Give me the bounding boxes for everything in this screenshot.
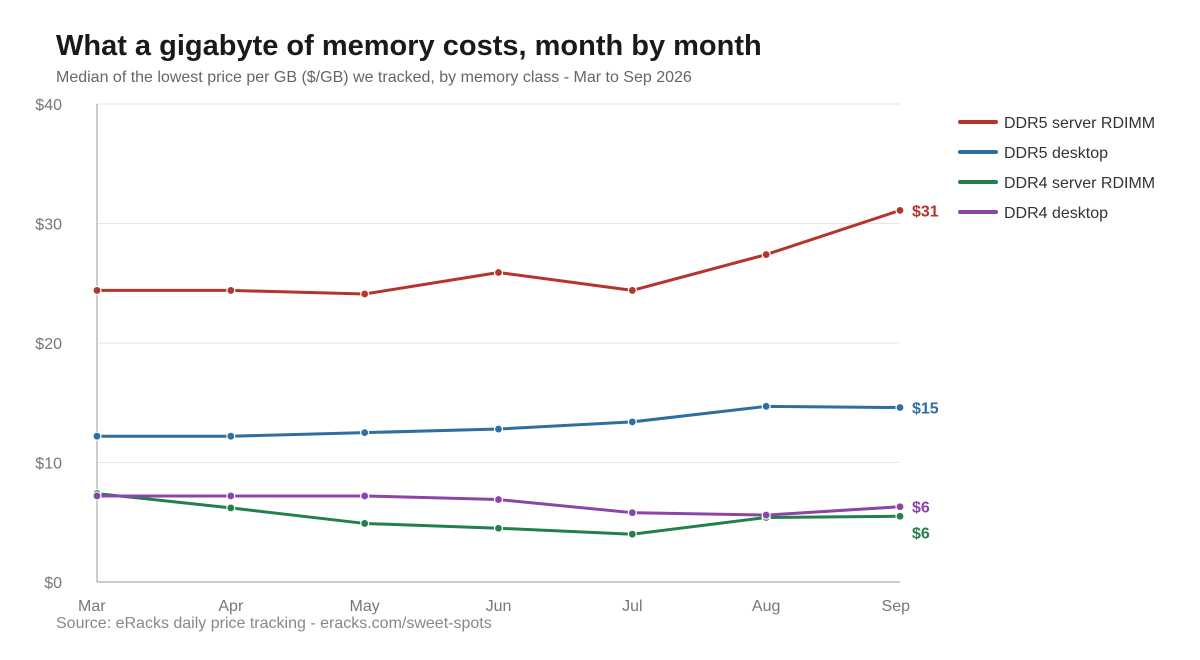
end-value-label: $6 [912,526,930,543]
x-tick-label: Jul [622,598,642,615]
legend: DDR5 server RDIMM DDR5 desktop DDR4 server… [958,115,1155,222]
data-point [627,285,637,296]
data-point [895,402,905,413]
data-point [226,503,236,513]
data-point [360,289,370,299]
data-point [761,249,771,260]
end-value-label: $15 [912,401,939,418]
legend-label: DDR4 server RDIMM [1004,175,1155,192]
series-group [92,205,905,539]
x-tick-label: Sep [882,598,911,615]
data-point [761,401,771,411]
data-point [627,529,637,539]
data-point [493,267,504,278]
x-tick-label: May [350,598,380,615]
end-value-label: $6 [912,500,930,517]
x-tick-label: Aug [752,598,780,615]
data-point [627,417,637,427]
y-tick-label: $0 [44,575,62,592]
data-point [895,205,905,215]
legend-label: DDR5 server RDIMM [1004,115,1155,132]
gridlines [97,103,900,463]
data-point [493,494,504,505]
end-labels: $31 $15 $6 $6 [912,203,939,542]
legend-label: DDR5 desktop [1004,145,1108,162]
data-point [226,491,236,501]
data-point [360,518,370,529]
data-point [92,285,102,296]
x-axis: Mar Apr May Jun Jul Aug Sep [78,581,911,615]
data-point [895,511,905,521]
end-value-label: $31 [912,203,939,220]
y-tick-label: $40 [35,97,62,114]
data-point [627,508,637,518]
data-point [895,502,905,512]
x-tick-label: Mar [78,598,106,615]
data-point [493,523,504,533]
series-line [95,208,902,296]
data-point [226,285,236,296]
data-point [493,424,504,434]
x-tick-label: Jun [486,598,512,615]
y-tick-label: $10 [35,456,62,473]
legend-label: DDR4 desktop [1004,205,1108,222]
data-point [92,431,102,441]
data-point [360,491,370,501]
data-point [226,431,236,441]
x-tick-label: Apr [218,598,244,615]
y-tick-label: $30 [35,217,62,234]
chart-title: What a gigabyte of memory costs, month b… [56,30,762,62]
data-point [360,428,370,438]
data-point [92,491,102,501]
chart-subtitle: Median of the lowest price per GB ($/GB)… [56,69,692,86]
y-tick-label: $20 [35,336,62,353]
data-point [761,510,771,520]
source-note: Source: eRacks daily price tracking - er… [56,615,492,632]
y-axis: $0 $10 $20 $30 $40 [35,97,98,592]
